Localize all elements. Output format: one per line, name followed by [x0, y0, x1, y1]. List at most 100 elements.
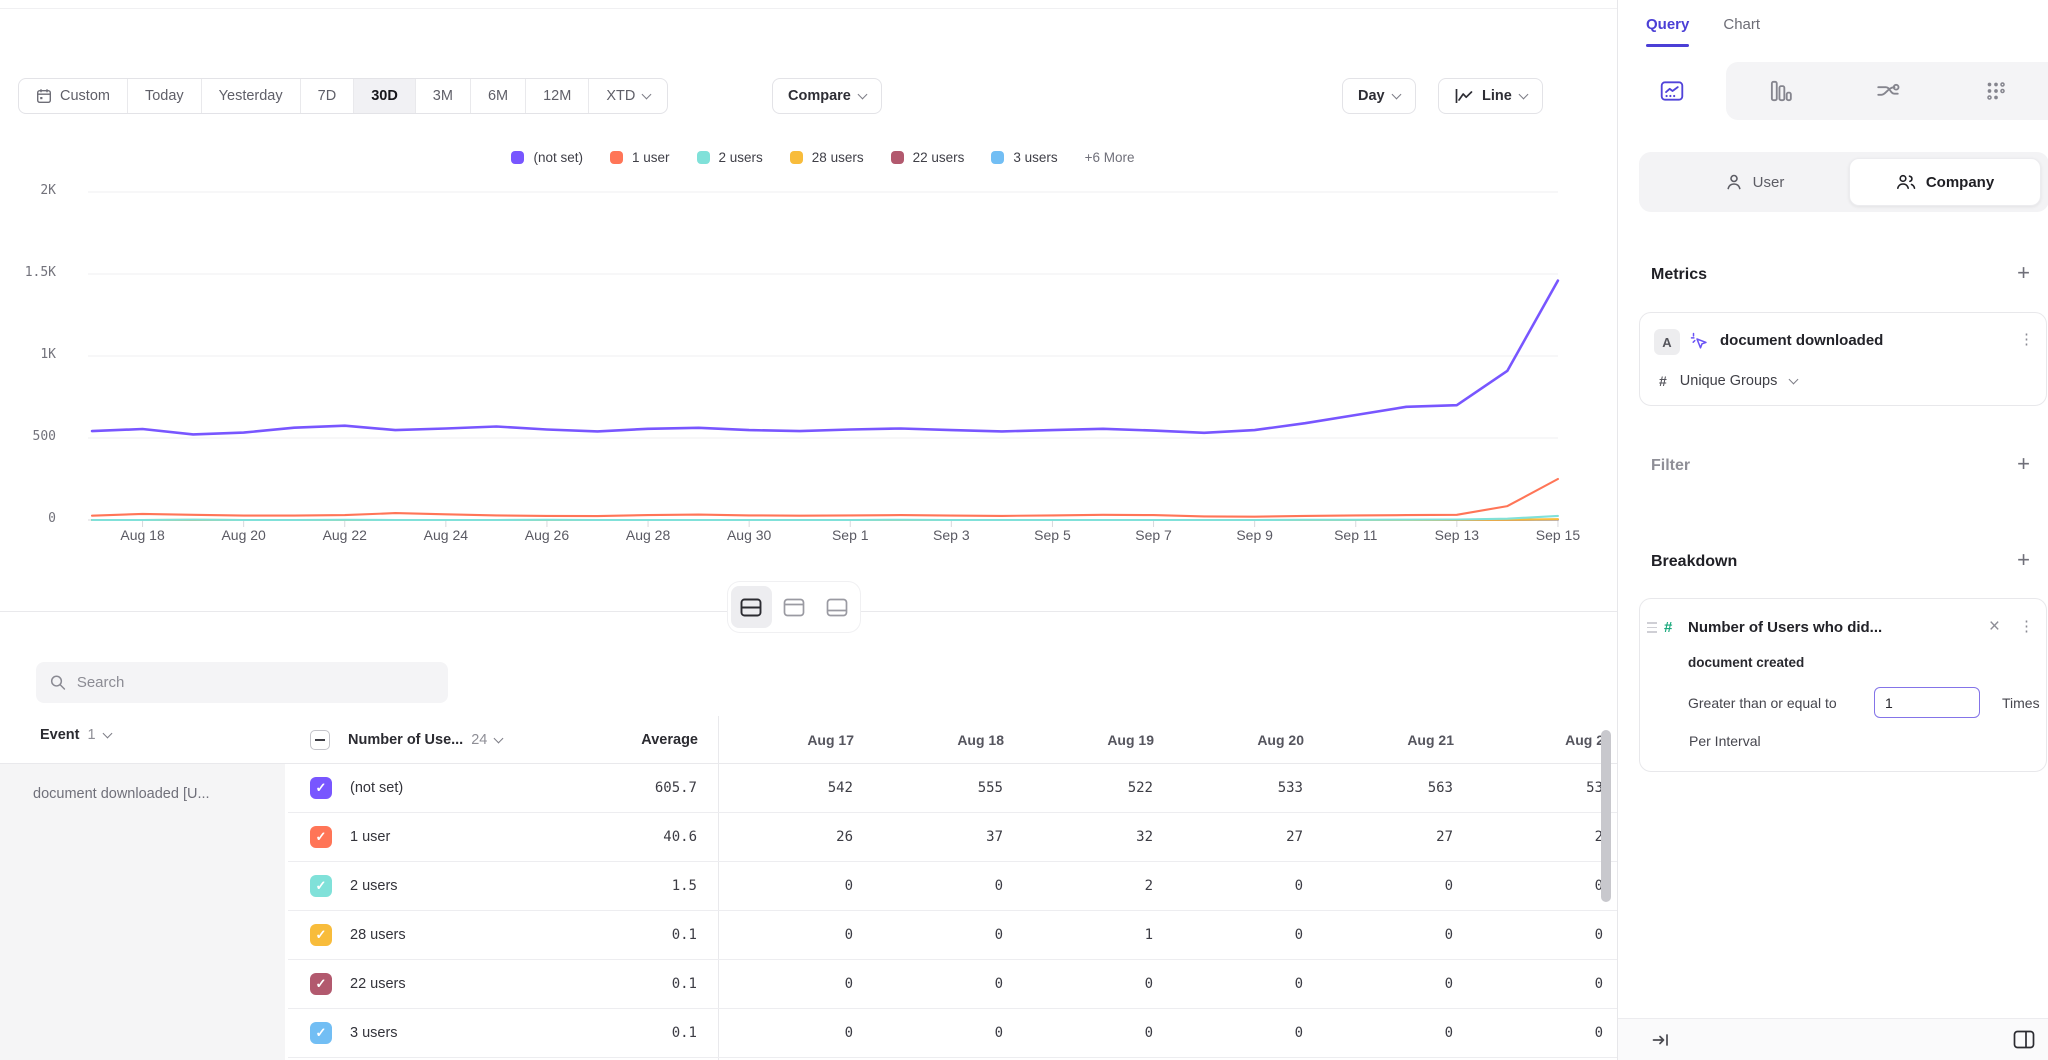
add-breakdown-button[interactable]: + [2017, 550, 2030, 570]
row-value: 0 [1317, 927, 1467, 943]
search-input[interactable] [77, 674, 434, 691]
entity-option-user[interactable]: User [1639, 152, 1870, 212]
aggregation-label: Unique Groups [1680, 373, 1778, 389]
tab-chart[interactable]: Chart [1723, 16, 1760, 47]
table-row: ✓3 users0.1000000 [288, 1009, 1617, 1058]
bar-chart-type-icon [1767, 78, 1793, 104]
row-average: 1.5 [588, 878, 697, 894]
breakdown-kebab-icon[interactable]: ⋮ [2019, 620, 2034, 634]
table-vertical-scrollbar[interactable] [1601, 730, 1611, 902]
line-chart [88, 188, 1562, 533]
metric-event-name: document downloaded [1720, 332, 1883, 349]
row-value: 0 [717, 1025, 867, 1041]
table-only-view-button[interactable] [817, 586, 858, 628]
row-label: 2 users [350, 878, 588, 894]
tab-query[interactable]: Query [1646, 16, 1689, 47]
row-value: 2 [1017, 878, 1167, 894]
user-icon [1725, 173, 1743, 191]
split-view-button[interactable] [731, 586, 772, 628]
search-box[interactable] [36, 662, 448, 703]
date-column-header: Aug 19 [1018, 732, 1168, 748]
row-average: 40.6 [588, 829, 697, 845]
metric-aggregation[interactable]: # Unique Groups [1659, 373, 1797, 389]
drag-handle-icon[interactable] [1647, 622, 1657, 633]
breakdown-card[interactable]: # Number of Users who did... × ⋮ documen… [1639, 598, 2047, 772]
series-line--not-set- [92, 281, 1558, 435]
row-value: 0 [1467, 927, 1617, 943]
metric-grid-type-icon [1983, 78, 2009, 104]
row-value: 0 [717, 976, 867, 992]
entity-user-label: User [1753, 174, 1785, 191]
entity-company-label: Company [1926, 174, 1994, 191]
row-value: 1 [1017, 927, 1167, 943]
entity-option-company[interactable]: Company [1849, 158, 2041, 206]
row-average: 0.1 [588, 927, 697, 943]
close-icon[interactable]: × [1989, 616, 2000, 638]
filter-section-title: Filter [1651, 457, 1690, 475]
row-value: 27 [1317, 829, 1467, 845]
series-line-1-user [92, 479, 1558, 517]
times-value-input[interactable] [1874, 687, 1980, 718]
breakdown-count: 24 [471, 732, 487, 748]
event-count: 1 [88, 727, 96, 743]
insights-report-page: CustomTodayYesterday7D30D3M6M12MXTD Comp… [0, 0, 2048, 1060]
breakdown-operator-label[interactable]: Greater than or equal to [1688, 695, 1837, 711]
table-row: ✓2 users1.5002000 [288, 862, 1617, 911]
row-value: 26 [717, 829, 867, 845]
number-icon: # [1659, 373, 1667, 389]
breakdown-table-body: ✓(not set)605.754255552253356353✓1 user4… [288, 764, 1617, 1058]
row-checkbox[interactable]: ✓ [310, 1022, 332, 1044]
select-all-checkbox[interactable] [310, 730, 330, 750]
row-checkbox[interactable]: ✓ [310, 875, 332, 897]
average-column-header[interactable]: Average [588, 732, 698, 748]
row-checkbox[interactable]: ✓ [310, 973, 332, 995]
row-value: 53 [1467, 780, 1617, 796]
date-column-header: Aug 17 [718, 732, 868, 748]
row-label: 28 users [350, 927, 588, 943]
chart-type-metrics-button[interactable] [1942, 62, 2048, 120]
series-header-row: Number of Use... 24 Average Aug 17Aug 18… [288, 716, 1618, 763]
row-value: 0 [717, 878, 867, 894]
row-checkbox[interactable]: ✓ [310, 826, 332, 848]
per-interval-label[interactable]: Per Interval [1689, 733, 1761, 749]
row-value: 555 [867, 780, 1017, 796]
chart-only-view-button[interactable] [774, 586, 815, 628]
row-value: 0 [1467, 1025, 1617, 1041]
metric-card[interactable]: A document downloaded ⋮ # Unique Groups [1639, 312, 2047, 406]
breakdown-column-header[interactable]: Number of Use... 24 [348, 732, 588, 748]
line-chart-type-icon [1659, 78, 1685, 104]
numeric-property-icon: # [1664, 619, 1672, 636]
table-row: ✓1 user40.626373227272 [288, 813, 1617, 862]
row-label: 1 user [350, 829, 588, 845]
event-list-cell[interactable]: document downloaded [U... [0, 764, 285, 1060]
row-checkbox[interactable]: ✓ [310, 924, 332, 946]
metric-kebab-icon[interactable]: ⋮ [2019, 333, 2034, 347]
row-value: 533 [1167, 780, 1317, 796]
row-average: 0.1 [588, 976, 697, 992]
row-value: 0 [867, 927, 1017, 943]
chevron-down-icon [102, 729, 112, 739]
view-layout-toggle [728, 582, 860, 632]
split-view-icon [740, 598, 762, 617]
event-column-header[interactable]: Event 1 [40, 727, 111, 743]
add-metric-button[interactable]: + [2017, 263, 2030, 283]
row-value: 0 [1467, 878, 1617, 894]
metric-letter-badge: A [1654, 329, 1680, 355]
event-column-label: Event [40, 727, 80, 743]
chart-type-bar-button[interactable] [1726, 62, 1834, 120]
times-unit-label: Times [2002, 695, 2040, 711]
table-row: ✓28 users0.1001000 [288, 911, 1617, 960]
chart-type-line-button[interactable] [1618, 62, 1726, 120]
side-panel-icon[interactable] [2013, 1030, 2035, 1049]
row-checkbox[interactable]: ✓ [310, 777, 332, 799]
row-value: 0 [1317, 976, 1467, 992]
chart-type-flow-button[interactable] [1834, 62, 1942, 120]
chevron-down-icon [494, 733, 504, 743]
breakdown-property-name: Number of Users who did... [1688, 619, 1882, 636]
sidebar-footer [1618, 1018, 2048, 1060]
add-filter-button[interactable]: + [2017, 454, 2030, 474]
breakdown-section-title: Breakdown [1651, 553, 1737, 571]
collapse-panel-icon[interactable] [1652, 1032, 1670, 1048]
chart-type-strip [1618, 62, 2048, 120]
row-value: 0 [1467, 976, 1617, 992]
